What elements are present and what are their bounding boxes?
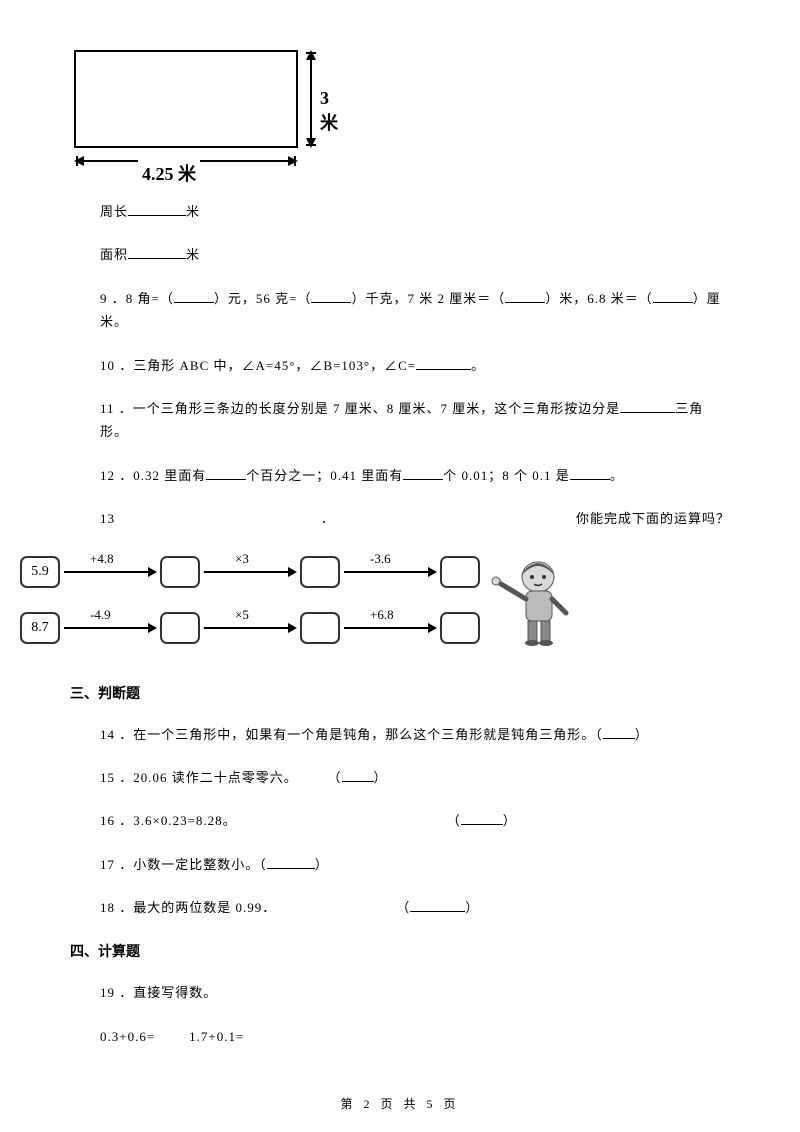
blank-field[interactable] xyxy=(461,812,503,825)
blank-field[interactable] xyxy=(206,467,246,480)
area-prefix: 面积 xyxy=(100,247,128,262)
width-label: 4.25 米 xyxy=(138,160,200,186)
chain-blank-box[interactable] xyxy=(440,612,480,644)
cartoon-child-icon xyxy=(490,551,575,646)
q-num: 19 ． xyxy=(100,985,133,1000)
chain-op: ×3 xyxy=(235,551,249,567)
q-num: 15 ． xyxy=(100,770,133,785)
question-10: 10 ．三角形 ABC 中，∠A=45°，∠B=103°，∠C=。 xyxy=(100,354,730,377)
question-17: 17 ．小数一定比整数小。（） xyxy=(100,853,730,876)
q-num: 9 ． xyxy=(100,291,126,306)
chain-blank-box[interactable] xyxy=(440,556,480,588)
q-num: 13 xyxy=(100,511,115,526)
q-num: 11 ． xyxy=(100,401,133,416)
blank-field[interactable] xyxy=(128,203,186,216)
perimeter-prefix: 周长 xyxy=(100,204,128,219)
chain-op: -3.6 xyxy=(370,551,391,567)
rectangle-box xyxy=(74,50,298,148)
chain-blank-box[interactable] xyxy=(160,612,200,644)
question-11: 11 ．一个三角形三条边的长度分别是 7 厘米、8 厘米、7 厘米，这个三角形按… xyxy=(100,397,730,444)
question-14: 14 ．在一个三角形中，如果有一个角是钝角，那么这个三角形就是钝角三角形。（） xyxy=(100,723,730,746)
blank-field[interactable] xyxy=(603,726,635,739)
blank-field[interactable] xyxy=(342,769,374,782)
q-num: 14 ． xyxy=(100,727,133,742)
chain-blank-box[interactable] xyxy=(160,556,200,588)
question-perimeter: 周长 米 xyxy=(100,200,730,223)
question-19: 19 ．直接写得数。 xyxy=(100,981,730,1004)
blank-field[interactable] xyxy=(620,400,675,413)
chain-blank-box[interactable] xyxy=(300,612,340,644)
blank-field[interactable] xyxy=(410,899,465,912)
blank-field[interactable] xyxy=(653,290,693,303)
unit: 米 xyxy=(186,247,200,262)
q-num: 12 ． xyxy=(100,468,133,483)
question-13: 13 ． 你能完成下面的运算吗？ xyxy=(100,507,730,530)
chain-blank-box[interactable] xyxy=(300,556,340,588)
blank-field[interactable] xyxy=(505,290,545,303)
question-15: 15 ．20.06 读作二十点零零六。 （） xyxy=(100,766,730,789)
question-18: 18 ．最大的两位数是 0.99．（） xyxy=(100,896,730,919)
section-4-title: 四、计算题 xyxy=(70,941,730,961)
blank-field[interactable] xyxy=(416,357,471,370)
question-12: 12 ．0.32 里面有个百分之一；0.41 里面有个 0.01；8 个 0.1… xyxy=(100,464,730,487)
question-16: 16 ．3.6×0.23=8.28。（） xyxy=(100,809,730,832)
chain-start-box: 8.7 xyxy=(20,612,60,644)
chain-start-box: 5.9 xyxy=(20,556,60,588)
chain-diagram: 5.9 +4.8 ×3 -3.6 8.7 -4.9 ×5 +6.8 xyxy=(20,551,620,661)
blank-field[interactable] xyxy=(570,467,610,480)
q-num: 16 ． xyxy=(100,813,133,828)
section-3-title: 三、判断题 xyxy=(70,683,730,703)
blank-field[interactable] xyxy=(174,290,214,303)
chain-op: ×5 xyxy=(235,607,249,623)
chain-op: +4.8 xyxy=(90,551,114,567)
q-num: 10 ． xyxy=(100,358,133,373)
height-label: 3 米 xyxy=(320,88,338,135)
rectangle-figure: 3 米 4.25 米 xyxy=(70,50,330,180)
blank-field[interactable] xyxy=(311,290,351,303)
chain-op: -4.9 xyxy=(90,607,111,623)
q-num: 18 ． xyxy=(100,900,133,915)
page-footer: 第 2 页 共 5 页 xyxy=(0,1095,800,1112)
question-19-equations: 0.3+0.6= 1.7+0.1= xyxy=(100,1025,730,1048)
blank-field[interactable] xyxy=(128,246,186,259)
blank-field[interactable] xyxy=(267,856,315,869)
question-area: 面积 米 xyxy=(100,243,730,266)
q-num: 17 ． xyxy=(100,857,133,872)
chain-op: +6.8 xyxy=(370,607,394,623)
unit: 米 xyxy=(186,204,200,219)
question-9: 9 ．8 角=（）元，56 克=（）千克，7 米 2 厘米＝（）米，6.8 米＝… xyxy=(100,287,730,334)
blank-field[interactable] xyxy=(403,467,443,480)
